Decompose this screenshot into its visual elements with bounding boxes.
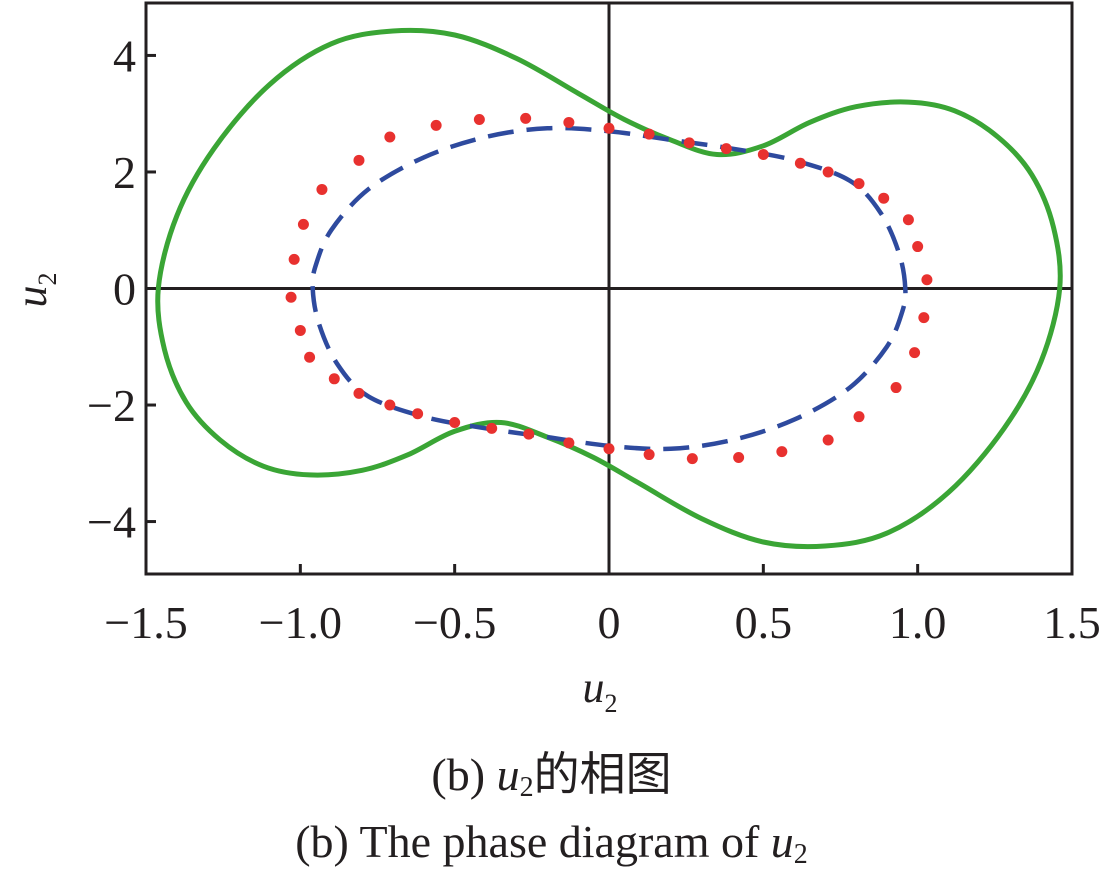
y-tick-label: −2	[87, 380, 136, 431]
data-point	[822, 166, 834, 178]
data-point	[353, 154, 365, 166]
data-point	[430, 119, 442, 131]
data-point	[890, 382, 902, 394]
series-line-dashed	[310, 125, 908, 452]
data-point	[449, 417, 461, 429]
series-line-solid	[155, 27, 1063, 550]
caption-english: (b) The phase diagram of u2	[295, 816, 808, 870]
data-point	[353, 387, 365, 399]
data-point	[902, 214, 914, 226]
data-point	[776, 446, 788, 458]
tick-labels: −1.5 −1.0 −0.5 0 0.5 1.0 1.5 −4 −2 0 2 4	[87, 30, 1101, 648]
y-axis-title-dot: ˙	[0, 291, 30, 306]
data-point	[384, 131, 396, 143]
data-point	[563, 437, 575, 449]
data-point	[918, 312, 930, 324]
x-tick-label: 0.5	[735, 597, 793, 648]
data-point	[603, 443, 615, 455]
x-tick-label: 0	[598, 597, 621, 648]
data-point	[294, 324, 306, 336]
phase-diagram-chart: −1.5 −1.0 −0.5 0 0.5 1.0 1.5 −4 −2 0 2 4 u2 u2 ˙	[0, 1, 1101, 718]
x-tick-label: −1.5	[104, 597, 187, 648]
data-point	[328, 373, 340, 385]
caption-chinese: (b) u2的相图	[431, 749, 672, 803]
data-point	[757, 148, 769, 160]
data-point	[520, 112, 532, 124]
data-point	[733, 451, 745, 463]
y-tick-label: 4	[113, 30, 136, 81]
data-point	[316, 183, 328, 195]
y-tick-label: 0	[113, 264, 136, 315]
data-point	[285, 291, 297, 303]
svg-text:u2: u2	[7, 273, 62, 308]
x-tick-label: −0.5	[413, 597, 496, 648]
x-tick-label: −1.0	[259, 597, 342, 648]
data-point	[384, 399, 396, 411]
data-point	[603, 122, 615, 134]
data-point	[297, 218, 309, 230]
data-point	[909, 347, 921, 359]
data-point	[683, 137, 695, 149]
y-tick-label: −4	[87, 497, 136, 548]
data-point	[288, 253, 300, 265]
data-point	[412, 408, 424, 420]
series-dotted	[285, 112, 933, 465]
data-point	[304, 351, 316, 363]
data-point	[643, 128, 655, 140]
x-tick-label: 1.0	[889, 597, 947, 648]
data-point	[686, 453, 698, 465]
data-point	[523, 428, 535, 440]
data-point	[720, 143, 732, 155]
data-point	[912, 241, 924, 253]
reference-lines	[146, 3, 1072, 574]
series-layer	[155, 27, 1063, 550]
data-point	[794, 157, 806, 169]
data-point	[563, 116, 575, 128]
data-point	[853, 178, 865, 190]
data-point	[921, 274, 933, 286]
data-point	[878, 192, 890, 204]
data-point	[853, 411, 865, 423]
ticks-layer	[144, 53, 1074, 574]
data-point	[822, 434, 834, 446]
data-point	[473, 114, 485, 126]
y-tick-label: 2	[113, 147, 136, 198]
data-point	[486, 422, 498, 434]
data-point	[643, 449, 655, 461]
y-axis-title: u2 ˙	[0, 273, 62, 308]
x-tick-label: 1.5	[1043, 597, 1101, 648]
x-axis-title: u2	[583, 663, 618, 718]
